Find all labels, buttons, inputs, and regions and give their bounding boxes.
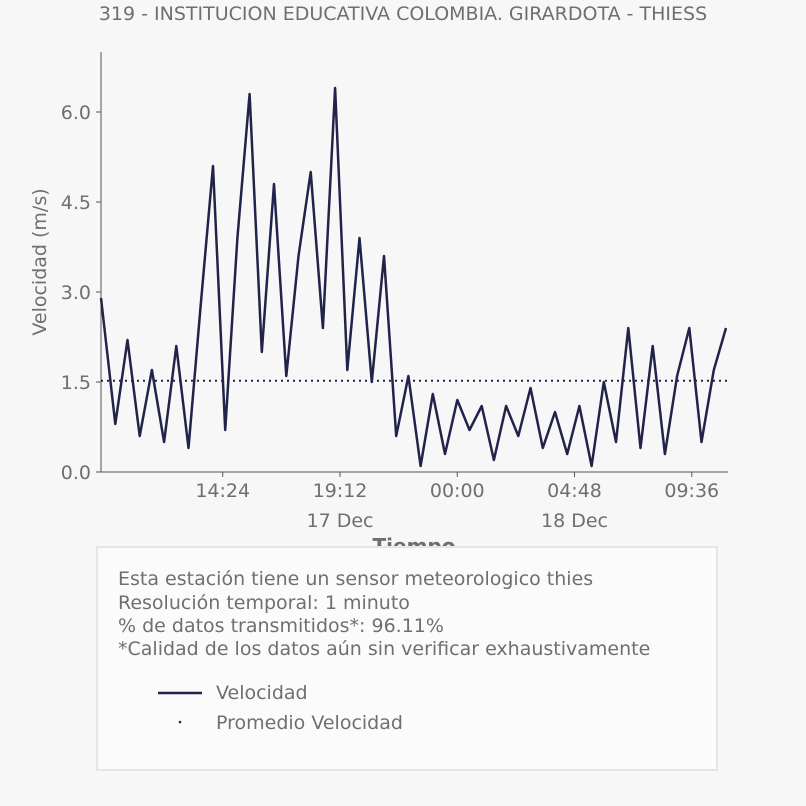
y-tick-label: 1.5 [61, 372, 91, 394]
x-tick-label: 04:48 [547, 480, 602, 502]
x-date-label: 17 Dec [307, 510, 374, 532]
y-tick-label: 6.0 [61, 102, 91, 124]
chart-title: 319 - INSTITUCION EDUCATIVA COLOMBIA. GI… [98, 3, 708, 25]
info-line-transmitted: % de datos transmitidos*: 96.11% [118, 615, 444, 637]
info-line-quality: *Calidad de los datos aún sin verificar … [118, 638, 651, 660]
y-tick-label: 0.0 [61, 462, 91, 484]
x-tick-label: 14:24 [195, 480, 250, 502]
info-line-station: Esta estación tiene un sensor meteorolog… [118, 568, 594, 590]
y-axis-label: Velocidad (m/s) [29, 188, 51, 335]
y-tick-label: 4.5 [61, 192, 91, 214]
info-line-resolution: Resolución temporal: 1 minuto [118, 592, 410, 614]
legend-dot-swatch [178, 720, 182, 724]
y-tick-label: 3.0 [61, 282, 91, 304]
series-line-velocidad [99, 86, 728, 468]
x-tick-label: 00:00 [430, 480, 485, 502]
x-tick-label: 09:36 [664, 480, 719, 502]
axes [100, 52, 728, 473]
legend-symbols [158, 691, 202, 724]
x-date-label: 18 Dec [541, 510, 608, 532]
x-tick-label: 19:12 [313, 480, 368, 502]
series-group [99, 86, 728, 468]
legend-label-velocidad: Velocidad [216, 682, 308, 704]
chart-plot: 0.0 1.5 3.0 4.5 6.0 14:24 19:12 17 Dec 00:00 04:4… [29, 52, 728, 558]
legend-label-promedio: Promedio Velocidad [216, 712, 403, 734]
ticks: 0.0 1.5 3.0 4.5 6.0 14:24 19:12 17 Dec 00:00 04:4… [61, 102, 719, 532]
info-legend-box: Esta estación tiene un sensor meteorolog… [96, 546, 718, 771]
